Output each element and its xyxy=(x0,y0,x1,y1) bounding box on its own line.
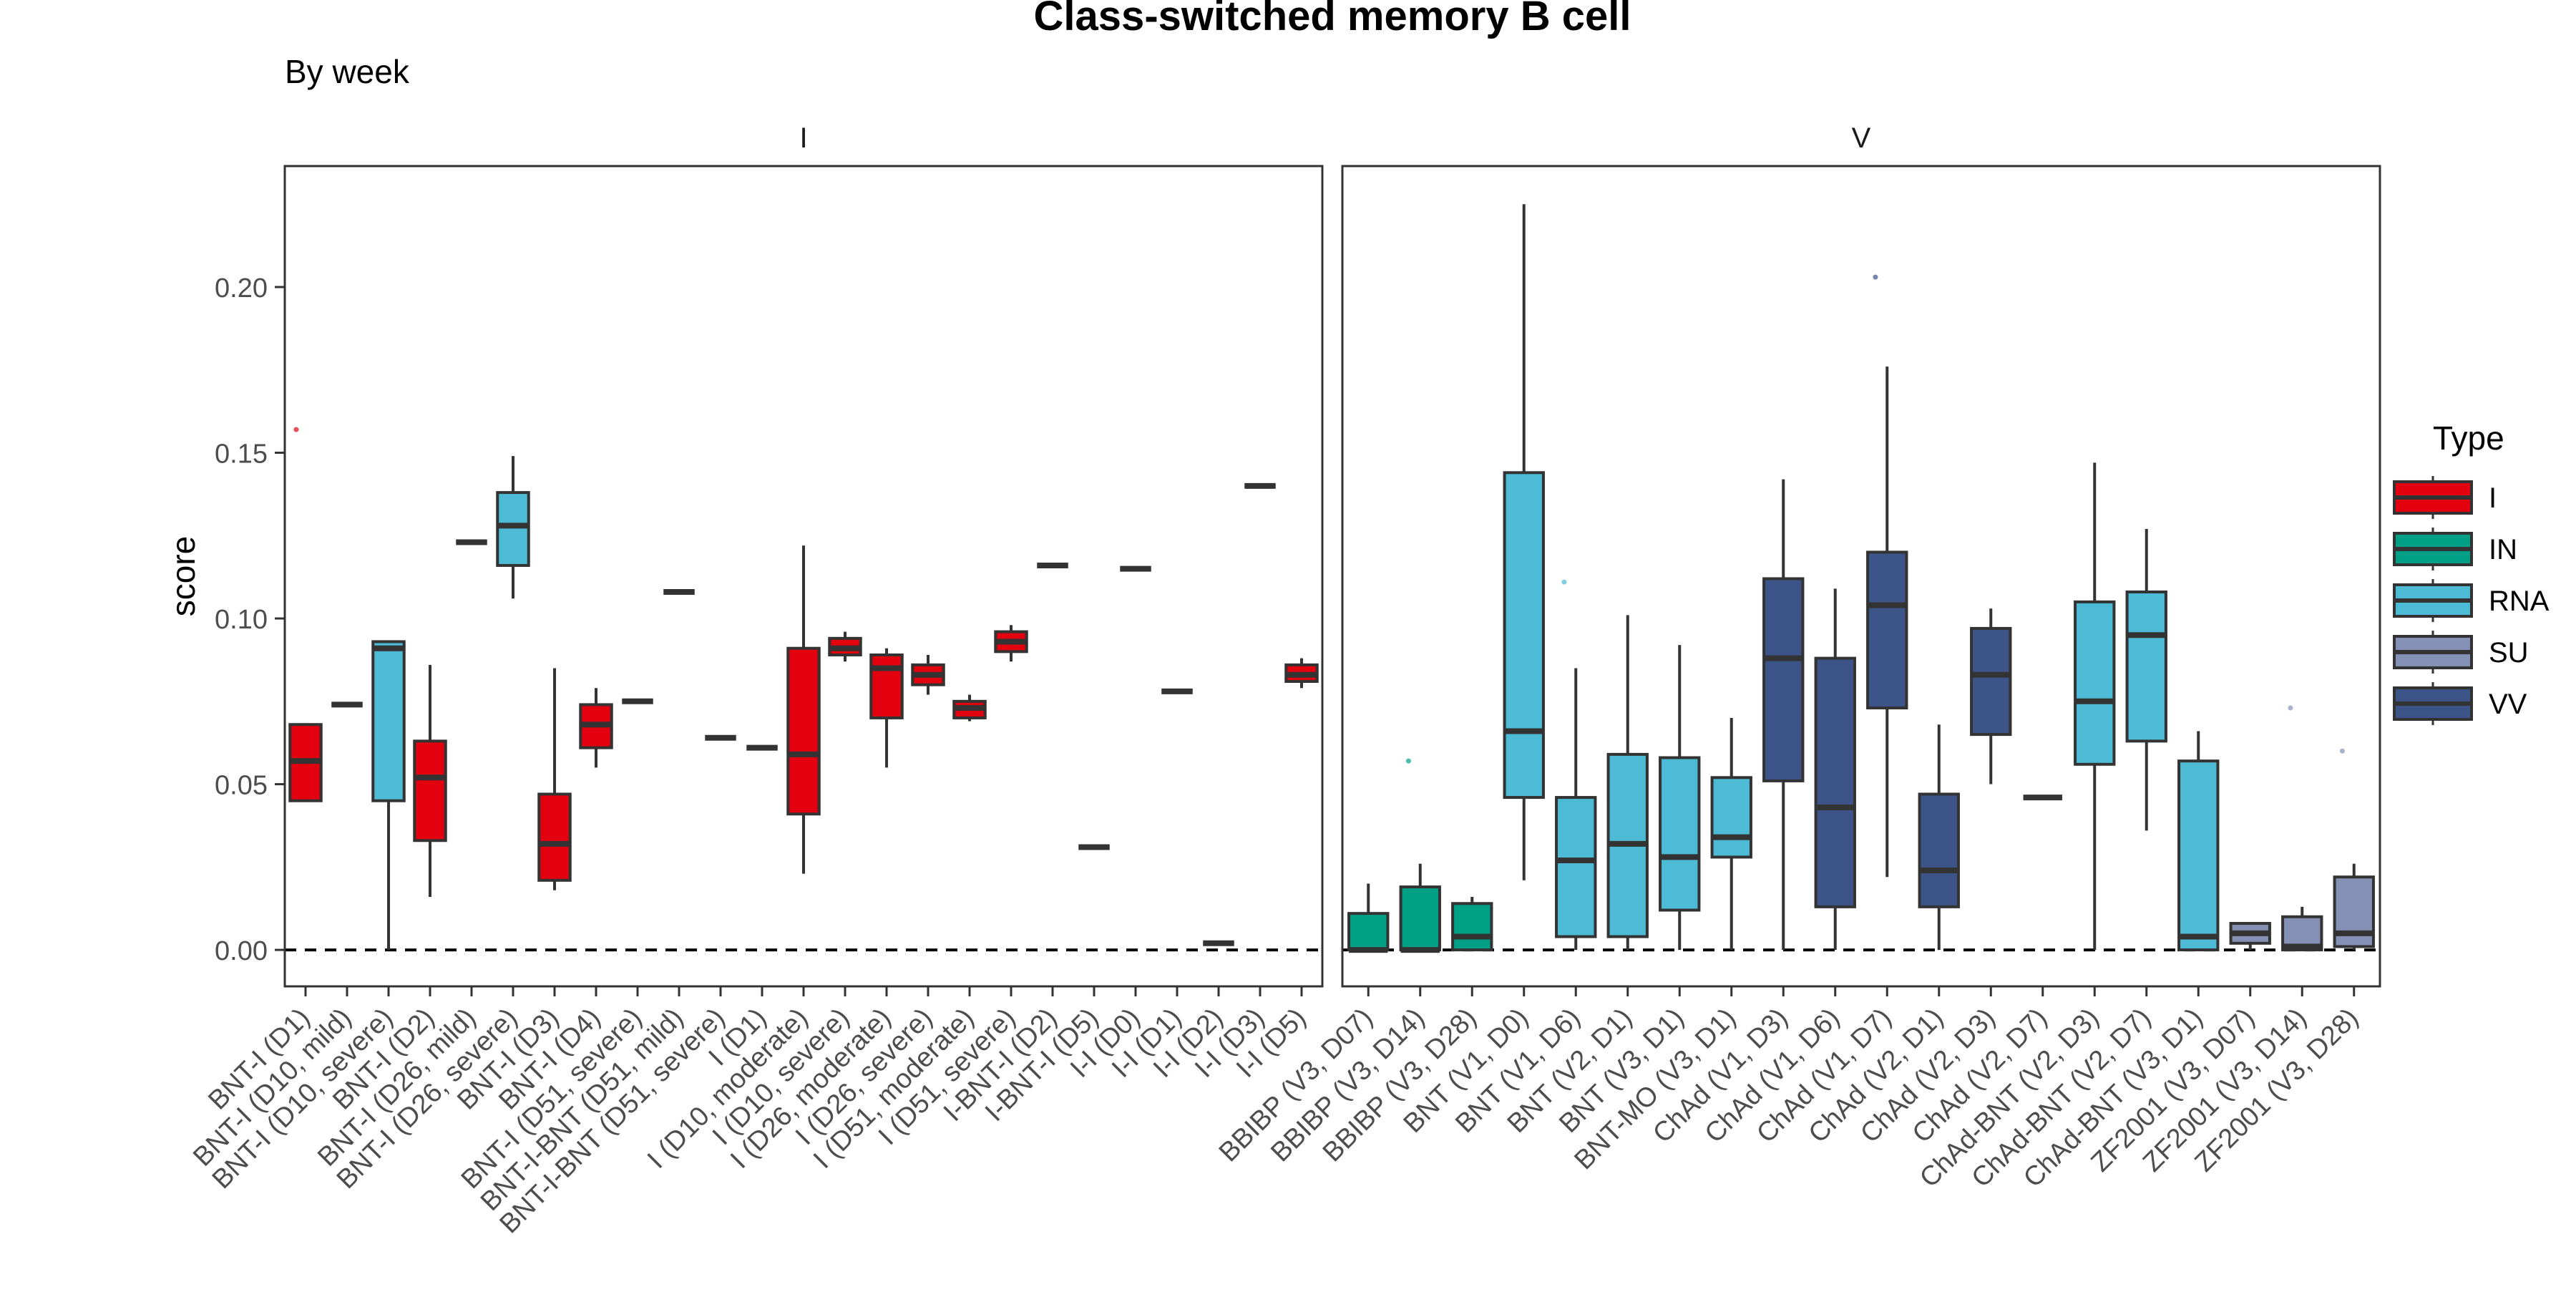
box-body xyxy=(1399,885,1441,952)
box-body xyxy=(496,491,530,567)
legend-item-SU: SU xyxy=(2393,631,2529,674)
outlier-point xyxy=(1873,274,1878,280)
legend-label: RNA xyxy=(2489,586,2550,617)
outlier-point xyxy=(1405,758,1411,764)
chart-title: Class-switched memory B cell xyxy=(1034,0,1631,39)
box-body xyxy=(371,640,406,802)
y-tick-label: 0.15 xyxy=(215,439,268,470)
legend-item-I: I xyxy=(2393,476,2497,519)
box-body xyxy=(2125,590,2167,743)
chart-subtitle: By week xyxy=(285,53,410,90)
box-body xyxy=(1970,626,2012,737)
box-body xyxy=(413,739,447,842)
legend-label: VV xyxy=(2489,689,2527,720)
legend-label: I xyxy=(2489,482,2497,514)
outlier-point xyxy=(2339,748,2345,754)
panel-strip-label: I xyxy=(799,122,807,154)
y-tick-label: 0.10 xyxy=(215,605,268,635)
box-body xyxy=(1762,577,1805,782)
box-body xyxy=(869,653,904,719)
legend: Type I IN RNA SU VV xyxy=(2393,419,2550,725)
y-axis-title: score xyxy=(165,536,202,616)
outlier-point xyxy=(1561,579,1567,585)
panel-border xyxy=(283,165,1324,988)
box-body xyxy=(537,792,572,882)
legend-label: SU xyxy=(2489,637,2529,669)
box-body xyxy=(1451,902,1493,952)
panel-border xyxy=(1341,165,2381,988)
box-body xyxy=(2074,600,2116,766)
outlier-point xyxy=(293,427,299,432)
y-tick-label: 0.20 xyxy=(215,273,268,303)
box-body xyxy=(1710,776,1752,859)
box-body xyxy=(1503,471,1545,800)
box-body xyxy=(786,646,821,816)
legend-label: IN xyxy=(2489,534,2517,565)
y-tick-label: 0.00 xyxy=(215,936,268,966)
box-body xyxy=(2177,759,2220,952)
box-body xyxy=(1918,792,1960,908)
outlier-point xyxy=(2288,705,2293,711)
box-body xyxy=(1814,656,1856,908)
box-body xyxy=(1555,796,1597,938)
box-body xyxy=(1659,756,1701,912)
legend-item-RNA: RNA xyxy=(2393,579,2550,622)
legend-item-VV: VV xyxy=(2393,682,2527,725)
box-body xyxy=(1347,912,1390,952)
legend-title: Type xyxy=(2433,419,2504,457)
legend-item-IN: IN xyxy=(2393,528,2517,570)
panel-strip-label: V xyxy=(1852,122,1871,154)
y-tick-label: 0.05 xyxy=(215,771,268,801)
box-body xyxy=(1866,550,1908,710)
